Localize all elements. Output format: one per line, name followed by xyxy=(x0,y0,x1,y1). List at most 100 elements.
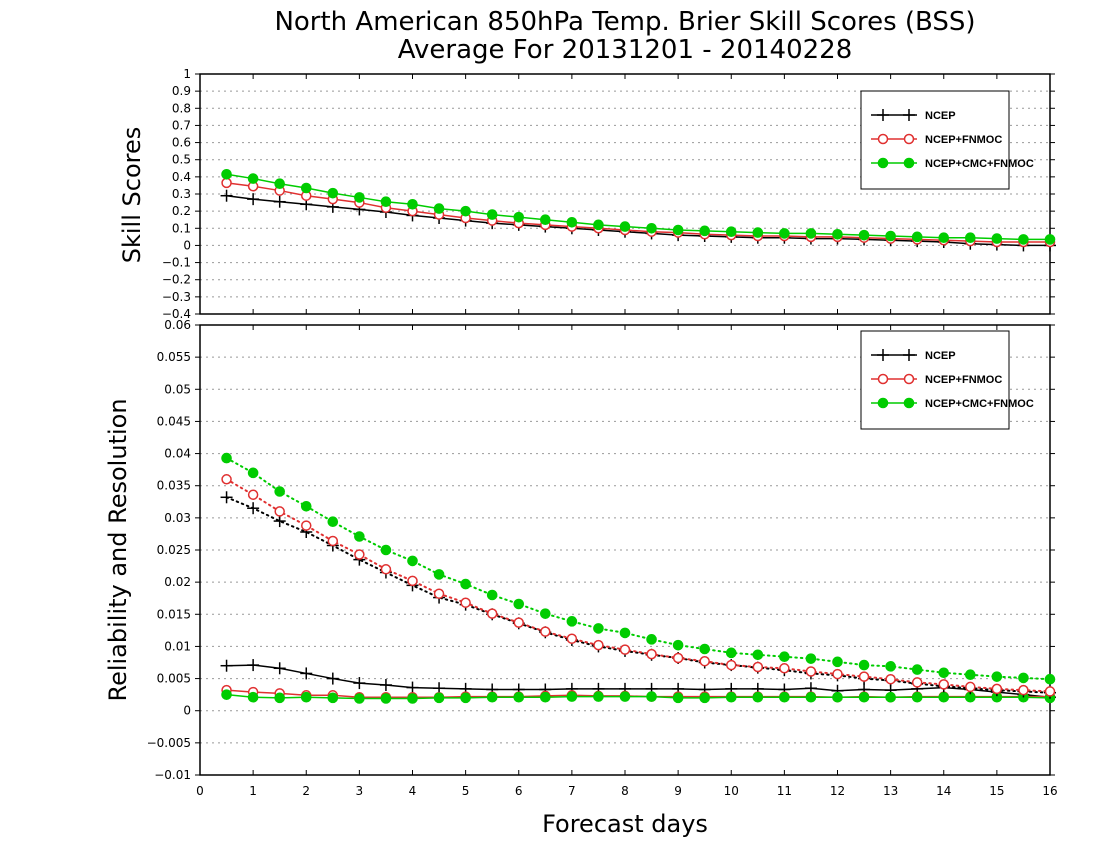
data-point xyxy=(380,544,392,556)
data-point xyxy=(779,651,790,663)
legend: NCEP NCEP+FNMOC NCEP+CMC+FNMOC xyxy=(860,330,1034,430)
data-point xyxy=(460,205,471,217)
legend-entry: NCEP+CMC+FNMOC xyxy=(925,398,1034,410)
y-tick-label: 0.01 xyxy=(164,639,191,653)
data-point xyxy=(619,627,631,639)
data-point xyxy=(752,691,764,703)
y-tick-label: 0.4 xyxy=(172,170,191,184)
data-point xyxy=(725,226,737,238)
x-tick-label: 4 xyxy=(409,784,417,798)
data-point xyxy=(672,692,684,704)
data-point xyxy=(433,203,445,214)
y-tick-label: 1 xyxy=(183,67,191,81)
series-ncep xyxy=(220,189,1056,252)
data-point xyxy=(938,679,949,690)
data-point xyxy=(247,467,259,479)
data-point xyxy=(513,598,525,610)
data-point xyxy=(699,643,710,655)
plot-frame xyxy=(199,73,1051,315)
data-point xyxy=(885,661,896,672)
legend-swatch-marker xyxy=(877,157,889,169)
y-tick-label: 0.04 xyxy=(164,447,191,461)
data-point xyxy=(965,669,976,681)
data-point xyxy=(486,209,498,220)
legend-swatch-marker xyxy=(903,133,915,145)
data-point xyxy=(274,506,285,517)
data-point xyxy=(513,617,524,628)
data-point xyxy=(619,644,631,655)
series-line xyxy=(225,478,1051,693)
series-ncep-fnmoc-dotted xyxy=(221,474,1056,697)
data-point xyxy=(593,691,604,702)
data-point xyxy=(832,691,843,703)
data-point xyxy=(779,228,790,239)
x-tick-label: 8 xyxy=(621,784,629,798)
x-tick-label: 14 xyxy=(936,784,951,798)
data-point xyxy=(752,649,764,661)
data-point xyxy=(593,623,604,634)
top-y-axis-label: Skill Scores xyxy=(118,127,146,264)
data-point xyxy=(407,555,418,567)
data-point xyxy=(805,666,817,677)
data-point xyxy=(380,693,392,704)
x-tick-label: 9 xyxy=(674,784,682,798)
y-tick-label: 0.6 xyxy=(172,136,191,150)
y-tick-label: 0.03 xyxy=(164,511,191,525)
legend: NCEP NCEP+FNMOC NCEP+CMC+FNMOC xyxy=(860,90,1034,190)
series-ncep-cmc-fnmoc-dotted xyxy=(221,452,1056,685)
data-point xyxy=(566,691,578,702)
y-tick-label: −0.01 xyxy=(154,768,191,782)
data-point xyxy=(354,693,365,704)
data-point xyxy=(513,691,525,703)
data-point xyxy=(247,691,259,703)
data-point xyxy=(805,228,817,239)
y-tick-label: 0.1 xyxy=(172,221,191,235)
x-tick-label: 3 xyxy=(356,784,364,798)
y-tick-label: 0.025 xyxy=(157,543,191,557)
data-point xyxy=(991,233,1003,244)
data-point xyxy=(832,228,843,240)
data-point xyxy=(911,664,923,675)
plot-frame xyxy=(199,324,1051,776)
data-point xyxy=(1044,234,1056,245)
y-tick-label: 0.2 xyxy=(172,204,191,218)
data-point xyxy=(540,214,551,226)
y-tick-label: 0.3 xyxy=(172,187,191,201)
legend-swatch-marker xyxy=(877,397,889,409)
x-tick-label: 16 xyxy=(1042,784,1057,798)
data-point xyxy=(407,198,418,210)
data-point xyxy=(354,531,365,542)
y-tick-label: −0.005 xyxy=(147,736,191,750)
data-point xyxy=(911,691,923,703)
data-point xyxy=(433,588,445,599)
data-point xyxy=(1018,234,1029,245)
chart-title-line1: North American 850hPa Temp. Brier Skill … xyxy=(274,7,975,37)
legend-swatch-marker xyxy=(903,157,915,169)
data-point xyxy=(938,691,950,703)
data-point xyxy=(752,661,764,673)
data-point xyxy=(433,569,445,580)
data-point xyxy=(540,691,551,703)
data-point xyxy=(407,575,418,587)
data-point xyxy=(726,659,737,671)
y-tick-label: −0.3 xyxy=(162,290,191,304)
data-point xyxy=(805,653,817,664)
data-point xyxy=(699,692,710,704)
data-point xyxy=(300,500,312,512)
data-point xyxy=(327,187,339,199)
legend-swatch-marker xyxy=(903,397,915,409)
data-point xyxy=(354,549,365,560)
x-tick-label: 13 xyxy=(883,784,898,798)
data-point xyxy=(460,597,471,608)
x-tick-label: 6 xyxy=(515,784,523,798)
y-tick-label: −0.4 xyxy=(162,307,191,321)
y-tick-label: 0.035 xyxy=(157,479,191,493)
data-point xyxy=(938,667,950,679)
y-tick-label: 0.9 xyxy=(172,84,191,98)
y-tick-label: 0 xyxy=(183,238,191,252)
data-point xyxy=(646,691,657,702)
data-point xyxy=(938,232,950,244)
y-tick-label: 0.7 xyxy=(172,118,191,132)
data-point xyxy=(460,578,471,590)
data-point xyxy=(486,691,498,703)
